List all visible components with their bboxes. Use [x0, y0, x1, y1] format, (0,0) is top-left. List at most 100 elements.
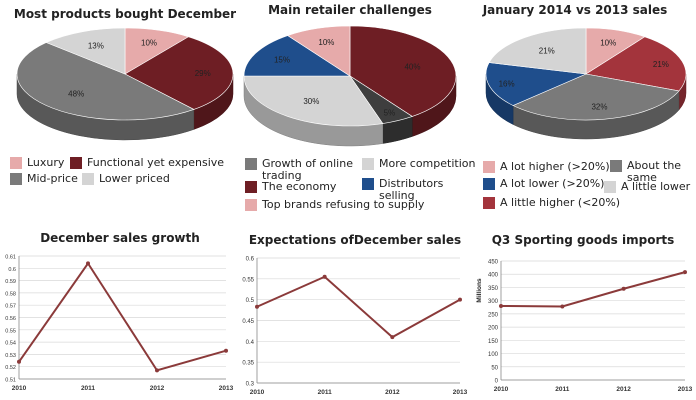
y-tick-label: 450 — [488, 260, 499, 266]
y-tick-label: 0.4 — [246, 340, 255, 346]
pie-slice-label: 10% — [600, 39, 616, 48]
y-tick-label: 0.35 — [242, 361, 254, 367]
data-point — [458, 297, 462, 302]
pie-slice — [485, 62, 588, 106]
x-tick-label: 2012 — [616, 386, 631, 393]
y-tick-label: 0.52 — [5, 365, 16, 371]
pie-slice — [16, 42, 195, 121]
y-tick-label: 0.59 — [5, 279, 16, 285]
legend-label: The economy — [262, 180, 337, 193]
pie-slice-label: 13% — [88, 41, 104, 50]
pie1-title: Most products bought December — [13, 7, 237, 21]
y-tick-label: 0.61 — [5, 255, 16, 261]
y-tick-label: 0.45 — [242, 319, 254, 325]
data-point — [683, 270, 687, 275]
legend-label-line2: same — [627, 171, 657, 184]
data-point — [499, 303, 503, 308]
series-line — [256, 275, 461, 339]
pie-slice — [349, 25, 457, 117]
legend-label: Growth of online — [262, 157, 353, 170]
y-tick-label: 100 — [488, 352, 499, 358]
line-chart-december-growth: 0.51 0.52 0.53 0.54 0.55 0.56 0.57 0.58 0.59 0.6 0… — [5, 255, 234, 393]
x-tick-label: 2010 — [12, 385, 27, 392]
y-tick-label: 0.54 — [5, 341, 16, 347]
legend-label-line2: selling — [379, 189, 415, 202]
legend-label: A little higher (<20%) — [500, 196, 621, 209]
legend-label: Functional yet expensive — [87, 156, 225, 169]
pie-slice — [488, 27, 587, 75]
legend-swatch — [70, 157, 82, 169]
data-point — [560, 304, 565, 309]
legend-swatch — [610, 160, 622, 172]
y-tick-label: 0.57 — [5, 304, 16, 310]
data-point — [322, 274, 327, 279]
y-tick-label: 0.5 — [246, 298, 255, 304]
pie-slice-label: 29% — [195, 69, 211, 78]
series-line — [18, 261, 227, 372]
y-tick-label: 150 — [488, 339, 499, 345]
data-point — [17, 359, 21, 364]
legend-swatch — [483, 197, 495, 209]
legend-label: Luxury — [27, 156, 65, 169]
pie-chart-challenges: 40% 5% 30% 15% 10% — [243, 25, 457, 147]
series-line — [500, 271, 686, 308]
pie-slice-label: 10% — [318, 38, 334, 47]
pie-chart-january-sales: 10% 21% 32% 16% 21% — [485, 27, 687, 140]
pie-slice-label: 15% — [274, 56, 290, 65]
pie-slice — [512, 73, 680, 121]
legend-swatch — [245, 158, 257, 170]
y-tick-label: 200 — [488, 326, 499, 332]
line-chart-december-expectations: 0.3 0.35 0.4 0.45 0.5 0.55 0.6 2010 2011 2012 2013 — [242, 257, 468, 397]
pie-slice — [45, 27, 126, 75]
legend-label-line2: trading — [262, 169, 302, 182]
pie-slice-label: 40% — [404, 62, 420, 71]
pie-slice-label: 21% — [539, 47, 555, 56]
x-tick-label: 2012 — [385, 389, 400, 396]
data-point — [621, 286, 626, 291]
y-tick-label: 0.58 — [5, 291, 16, 297]
pie-slice-label: 32% — [591, 103, 607, 112]
legend-label: More competition — [379, 157, 476, 170]
x-tick-label: 2011 — [555, 386, 569, 393]
legend-label: Top brands refusing to supply — [262, 198, 425, 211]
x-tick-label: 2012 — [150, 385, 165, 392]
y-tick-label: 0.3 — [246, 382, 255, 388]
pie2-title: Main retailer challenges — [268, 3, 432, 17]
pie-slice-label: 5% — [384, 109, 396, 118]
pie3-title: January 2014 vs 2013 sales — [482, 3, 668, 17]
legend-swatch — [362, 178, 374, 190]
legend-swatch — [82, 173, 94, 185]
data-point — [224, 348, 228, 353]
legend-label: Mid-price — [27, 172, 78, 185]
legend-label: A lot lower (>20%) — [500, 177, 605, 190]
x-tick-label: 2010 — [250, 389, 265, 396]
data-point — [86, 261, 90, 266]
legend-swatch — [483, 178, 495, 190]
x-tick-label: 2011 — [81, 385, 95, 392]
legend-swatch — [10, 173, 22, 185]
y-tick-label: 0.53 — [5, 353, 16, 359]
pie-slice — [243, 75, 384, 127]
x-tick-label: 2013 — [678, 386, 693, 393]
y-tick-label: 0.56 — [5, 316, 16, 322]
pie-slice-label: 48% — [68, 90, 84, 99]
pie-slice — [124, 36, 234, 110]
x-tick-label: 2013 — [453, 389, 468, 396]
y-tick-label: 0.51 — [5, 378, 16, 384]
y-tick-label: 300 — [488, 299, 499, 305]
line-chart-imports: 0 50 100 150 200 250 300 350 400 450 2010 2011 2012 2… — [476, 260, 693, 394]
y-tick-label: 0 — [495, 379, 499, 385]
pie-slice — [287, 25, 351, 77]
x-tick-label: 2013 — [219, 385, 234, 392]
legend-swatch — [10, 157, 22, 169]
legend-swatch — [245, 199, 257, 211]
y-tick-label: 250 — [488, 312, 499, 318]
legend-label: Lower priced — [99, 172, 170, 185]
data-point — [390, 335, 395, 340]
pie-slice-label: 30% — [303, 97, 319, 106]
legend-label: A little lower — [621, 180, 691, 193]
legend-label: About the — [627, 159, 682, 172]
x-tick-label: 2010 — [494, 386, 509, 393]
legend-label: Distributors — [379, 177, 444, 190]
y-tick-label: 350 — [488, 286, 499, 292]
